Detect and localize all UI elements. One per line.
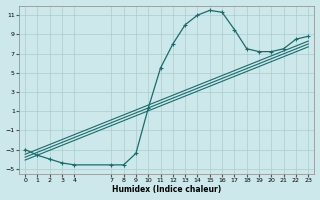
X-axis label: Humidex (Indice chaleur): Humidex (Indice chaleur) <box>112 185 221 194</box>
